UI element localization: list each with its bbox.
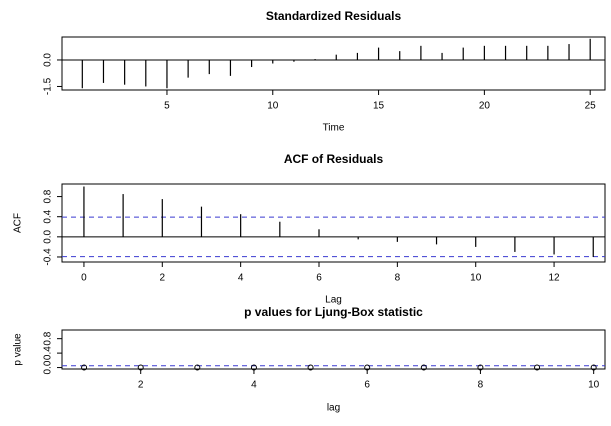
y-axis-label: p value [13,333,24,366]
y-tick-label: -1.5 [43,77,54,95]
x-tick-label: 2 [138,380,144,391]
x-tick-label: 10 [470,273,482,284]
x-tick-label: 0 [81,273,87,284]
x-tick-label: 8 [395,273,401,284]
y-axis-label: ACF [13,213,24,233]
x-tick-label: 10 [588,380,600,391]
point [590,364,597,371]
point [364,364,371,371]
point [137,364,144,371]
point [307,364,314,371]
x-tick-label: 6 [364,380,370,391]
y-tick-label: -0.4 [43,248,54,266]
x-axis-label: Lag [325,295,342,306]
x-tick-label: 20 [479,101,491,112]
x-axis-label: lag [327,403,340,414]
x-tick-label: 5 [164,101,170,112]
point [534,364,541,371]
x-tick-label: 10 [267,101,279,112]
y-tick-label: 0.8 [43,331,54,345]
chart-title: p values for Ljung-Box statistic [244,305,423,319]
y-tick-label: 0.0 [43,360,54,374]
y-tick-label: 0.0 [43,229,54,243]
x-tick-label: 15 [373,101,385,112]
y-tick-label: 0.8 [43,189,54,203]
x-tick-label: 4 [251,380,257,391]
plot-frame [61,36,606,91]
y-tick-label: 0.4 [43,346,54,360]
x-tick-label: 4 [238,273,244,284]
plot-frame [61,329,606,370]
y-tick-label: 0.0 [43,53,54,67]
x-tick-label: 12 [549,273,561,284]
point [250,364,257,371]
x-axis-label: Time [323,123,345,134]
point [194,364,201,371]
y-tick-label: 0.4 [43,209,54,223]
chart-title: Standardized Residuals [266,9,402,23]
point [420,364,427,371]
chart-title: ACF of Residuals [284,152,384,166]
x-tick-label: 8 [478,380,484,391]
x-tick-label: 25 [585,101,597,112]
plot-frame [61,183,606,263]
x-tick-label: 2 [160,273,166,284]
x-tick-label: 6 [316,273,322,284]
point [81,364,88,371]
point [477,364,484,371]
